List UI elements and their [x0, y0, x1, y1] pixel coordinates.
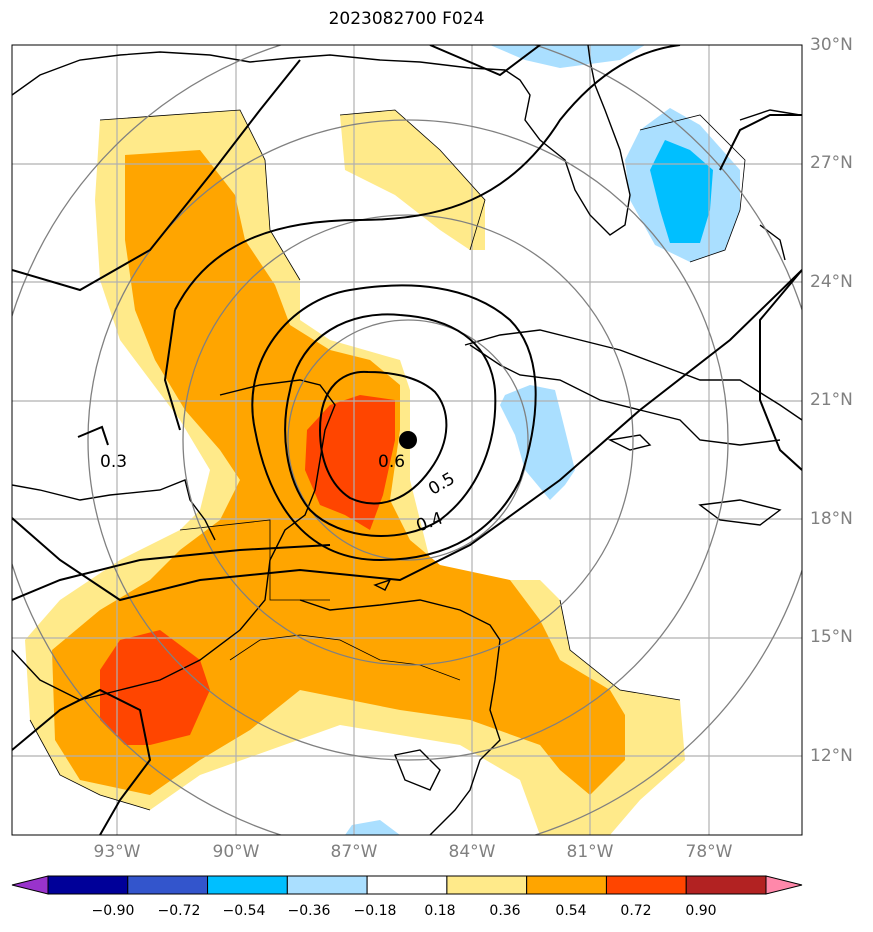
map-panel — [12, 45, 802, 835]
colorbar-extend-low — [11, 875, 49, 895]
colorbar-tick: −0.54 — [222, 903, 266, 919]
probability-contours — [12, 45, 802, 835]
colorbar-tick: 0.18 — [424, 903, 456, 919]
map-frame — [11, 44, 803, 836]
lat-label-18n: 18°N — [810, 509, 853, 529]
colorbar-bin — [366, 875, 448, 895]
shading-blue — [650, 140, 713, 243]
colorbar-tick: 0.54 — [555, 903, 587, 919]
colorbar-tick: 0.36 — [489, 903, 521, 919]
coastlines — [12, 45, 802, 835]
colorbar-tick: 0.72 — [620, 903, 652, 919]
colorbar-tick: −0.90 — [91, 903, 135, 919]
colorbar-tick: −0.72 — [157, 903, 201, 919]
range-rings — [12, 45, 802, 835]
colorbar-extend-high — [765, 875, 803, 895]
country-borders — [29, 109, 746, 811]
colorbar-bin — [207, 875, 288, 895]
lat-label-24n: 24°N — [810, 272, 853, 292]
lat-label-15n: 15°N — [810, 627, 853, 647]
colorbar-bin — [605, 875, 687, 895]
storm-center-marker — [399, 431, 417, 449]
colorbar-tick: −0.36 — [287, 903, 331, 919]
lat-label-12n: 12°N — [810, 746, 853, 766]
map-title: 2023082700 F024 — [328, 9, 485, 29]
contour-label-0.3: 0.3 — [100, 452, 127, 472]
colorbar-bin — [685, 875, 767, 895]
lon-label-81w: 81°W — [566, 842, 614, 862]
colorbar-bin — [526, 875, 607, 895]
contour-label-0.4: 0.4 — [414, 508, 446, 536]
contour-label-0.6: 0.6 — [378, 452, 405, 472]
lat-label-30n: 30°N — [810, 35, 853, 55]
colorbar-bin — [127, 875, 209, 895]
colorbar-bin — [47, 875, 129, 895]
contour-label-0.5: 0.5 — [425, 469, 458, 500]
lon-label-78w: 78°W — [685, 842, 733, 862]
lon-label-87w: 87°W — [330, 842, 378, 862]
colorbar — [11, 875, 803, 895]
colorbar-bin — [446, 875, 528, 895]
shading-red-orange — [100, 395, 395, 745]
lat-label-21n: 21°N — [810, 390, 853, 410]
colorbar-tick: 0.90 — [685, 903, 717, 919]
lon-label-93w: 93°W — [93, 842, 141, 862]
lon-label-90w: 90°W — [212, 842, 260, 862]
colorbar-tick: −0.18 — [353, 903, 397, 919]
lon-label-84w: 84°W — [448, 842, 496, 862]
colorbar-bin — [286, 875, 368, 895]
lat-label-27n: 27°N — [810, 153, 853, 173]
